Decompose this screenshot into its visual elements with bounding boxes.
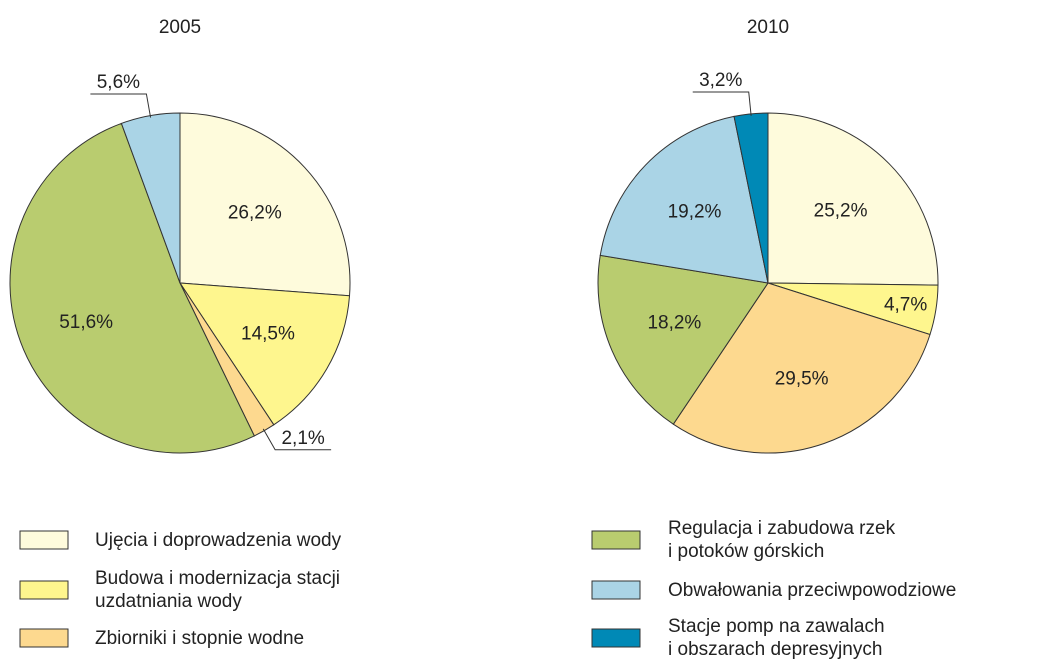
legend-swatch xyxy=(591,580,641,600)
legend-swatch xyxy=(591,530,641,550)
legend-label: Budowa i modernizacja stacji uzdatniania… xyxy=(95,568,341,612)
leader-line xyxy=(692,91,752,116)
data-label: 5,6% xyxy=(97,72,140,93)
legend-swatch xyxy=(19,530,69,550)
pie-slice xyxy=(599,115,769,284)
legend-label: Regulacja i zabudowa rzek i potoków górs… xyxy=(668,518,896,562)
legend-label: Obwałowania przeciwpowodziowe xyxy=(668,579,957,601)
data-label: 2,1% xyxy=(281,428,324,449)
data-label: 19,2% xyxy=(668,201,722,222)
data-label: 25,2% xyxy=(814,200,868,221)
data-label: 14,5% xyxy=(241,324,295,345)
pie-slice xyxy=(179,112,351,297)
data-label: 4,7% xyxy=(884,294,927,315)
pie-slice xyxy=(9,122,255,454)
data-label: 51,6% xyxy=(59,312,113,333)
data-label: 18,2% xyxy=(647,313,701,334)
leader-line xyxy=(90,93,152,118)
legend-label: Ujęcia i doprowadzenia wody xyxy=(95,529,342,551)
pie-slice xyxy=(597,254,769,425)
legend-label: Zbiorniki i stopnie wodne xyxy=(95,627,305,649)
legend-swatch xyxy=(19,628,69,648)
pie-slice xyxy=(767,112,939,286)
data-label: 29,5% xyxy=(775,368,829,389)
data-label: 26,2% xyxy=(228,203,282,224)
chart-title: 2005 xyxy=(159,17,201,38)
legend-label: Stacje pomp na zawalach i obszarach depr… xyxy=(668,616,885,660)
data-label: 3,2% xyxy=(699,70,742,91)
legend-swatch xyxy=(591,628,641,648)
pie-slice xyxy=(179,282,351,426)
chart-title: 2010 xyxy=(747,17,789,38)
leader-line xyxy=(262,428,332,451)
legend-swatch xyxy=(19,580,69,600)
pie-slice xyxy=(672,282,931,454)
